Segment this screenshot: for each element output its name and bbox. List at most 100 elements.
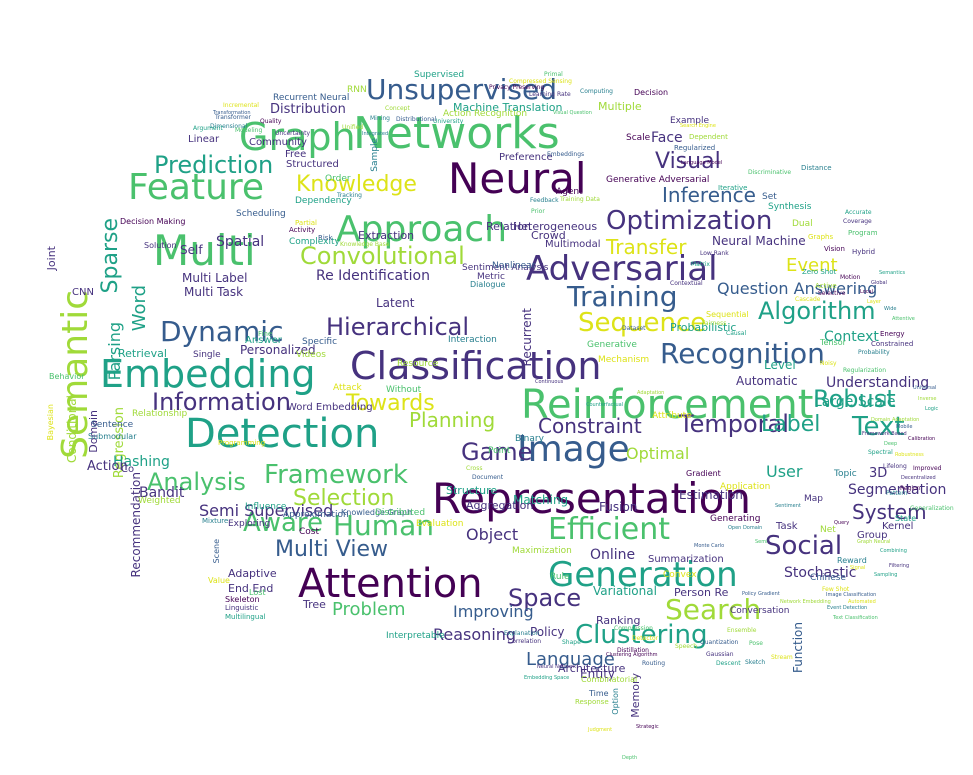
cloud-word: Embeddings: [547, 151, 585, 158]
cloud-word: Distribution: [270, 102, 346, 117]
cloud-word: Shape: [562, 639, 581, 646]
cloud-word: Conversation: [730, 606, 790, 616]
cloud-word: Time: [589, 689, 609, 698]
cloud-word: Problem: [332, 599, 406, 620]
cloud-word: Risk: [318, 234, 333, 242]
cloud-word: Entity: [580, 667, 616, 681]
cloud-word: Submodular: [88, 432, 137, 441]
cloud-word: Optimal: [626, 444, 690, 463]
cloud-word: Analysis: [147, 468, 246, 496]
cloud-word: Self: [180, 243, 203, 257]
cloud-word: Single: [193, 350, 221, 360]
cloud-word: Decision Making: [120, 217, 186, 226]
cloud-word: Information: [152, 388, 291, 416]
cloud-word: Lost: [249, 588, 266, 597]
cloud-word: Mechanism: [598, 355, 650, 365]
cloud-word: Example: [670, 116, 710, 126]
cloud-word: Cost: [299, 527, 320, 537]
cloud-word: Clustering: [575, 620, 708, 650]
cloud-word: Probability: [858, 349, 890, 356]
cloud-word: Reinforcement: [521, 382, 814, 428]
cloud-word: Tree: [303, 598, 326, 611]
cloud-word: Recurrent: [520, 308, 534, 367]
cloud-word: Automated: [848, 599, 876, 605]
cloud-word: Depth: [622, 755, 638, 761]
cloud-word: Bayesian: [46, 404, 55, 441]
cloud-word: Uncertainty: [275, 130, 311, 137]
cloud-word: Generalization: [910, 505, 954, 512]
cloud-word: Interpretable: [386, 631, 445, 641]
cloud-word: Monte Carlo: [694, 543, 725, 549]
cloud-word: Weighted: [138, 496, 181, 506]
cloud-word: Synthesis: [768, 202, 812, 212]
cloud-word: Sentence: [91, 420, 134, 430]
cloud-word: CNN: [72, 287, 94, 298]
cloud-word: Open Domain: [728, 525, 763, 531]
cloud-word: Reasoning: [433, 625, 517, 644]
cloud-word: Sentiment Analysis: [462, 263, 549, 273]
cloud-word: Co: [121, 464, 135, 475]
cloud-word: Sparse: [98, 218, 123, 294]
cloud-word: Supervised: [414, 70, 465, 80]
cloud-word: Zero Shot: [802, 268, 837, 276]
cloud-word: Chinese: [810, 573, 846, 583]
cloud-word: Dynamic: [160, 315, 284, 348]
cloud-word: Spectral: [868, 449, 893, 456]
cloud-word: Solution: [144, 241, 177, 250]
cloud-word: Strategic: [636, 724, 659, 730]
cloud-word: Semantics: [879, 270, 906, 276]
cloud-word: Matrix: [691, 261, 710, 268]
cloud-word: Social: [765, 531, 843, 561]
cloud-word: Dataset: [622, 325, 646, 332]
cloud-word: Concept: [385, 105, 410, 112]
cloud-word: Quantization: [700, 639, 739, 646]
cloud-word: Temporal: [679, 410, 789, 438]
cloud-word: Resource: [397, 359, 439, 369]
cloud-word: Large Scale: [814, 394, 896, 410]
cloud-word: Relationship: [132, 409, 188, 419]
cloud-word: End End: [228, 582, 274, 595]
cloud-word: Discriminative: [748, 169, 792, 176]
cloud-word: Knowledge Base: [340, 241, 390, 248]
cloud-word: Multi: [153, 226, 256, 275]
cloud-word: Sample: [370, 138, 380, 172]
cloud-word: Distributed: [375, 508, 426, 518]
cloud-word: Representation: [432, 474, 751, 523]
cloud-word: Accurate: [845, 209, 872, 216]
cloud-word: Answer: [245, 335, 282, 346]
cloud-word: Coverage: [843, 218, 872, 225]
cloud-word: Distance: [801, 164, 832, 172]
cloud-word: Fine: [258, 330, 273, 338]
cloud-word: Multi Label: [182, 271, 248, 285]
cloud-word: Mining: [370, 115, 390, 122]
cloud-word: Sequence: [578, 308, 707, 338]
cloud-word: Fairness: [702, 320, 727, 327]
cloud-word: Scene: [212, 539, 221, 564]
cloud-word: Sampling: [874, 572, 898, 578]
cloud-word: Query: [834, 520, 850, 526]
cloud-word: Language Model: [681, 160, 723, 166]
cloud-word: Agent: [556, 187, 583, 197]
cloud-word: Judgment: [588, 727, 613, 733]
cloud-word: Recurrent Neural: [273, 93, 350, 103]
cloud-word: Programming: [218, 439, 266, 447]
cloud-word: Causal: [726, 330, 747, 337]
cloud-word: Space: [508, 584, 582, 612]
cloud-word: Signal: [850, 565, 866, 571]
cloud-word: Crowd: [531, 229, 566, 242]
cloud-word: Gradient: [686, 469, 721, 478]
cloud-word: Visual Question: [553, 110, 592, 116]
cloud-word: Compression: [614, 625, 653, 632]
cloud-word: Decision: [634, 88, 669, 97]
cloud-word: Map: [804, 494, 823, 504]
cloud-word: Task: [776, 521, 798, 532]
cloud-word: Attention: [298, 561, 483, 607]
cloud-word: Specific: [302, 337, 338, 347]
cloud-word: Dependent: [689, 133, 728, 141]
cloud-word: Lifelong: [883, 463, 907, 470]
cloud-word: Integrated: [362, 131, 389, 137]
cloud-word: Low Rank: [700, 250, 729, 257]
cloud-word: Knowledge Graph: [341, 508, 413, 517]
cloud-word: Sketch: [745, 659, 766, 666]
cloud-word: Combining: [880, 548, 907, 554]
